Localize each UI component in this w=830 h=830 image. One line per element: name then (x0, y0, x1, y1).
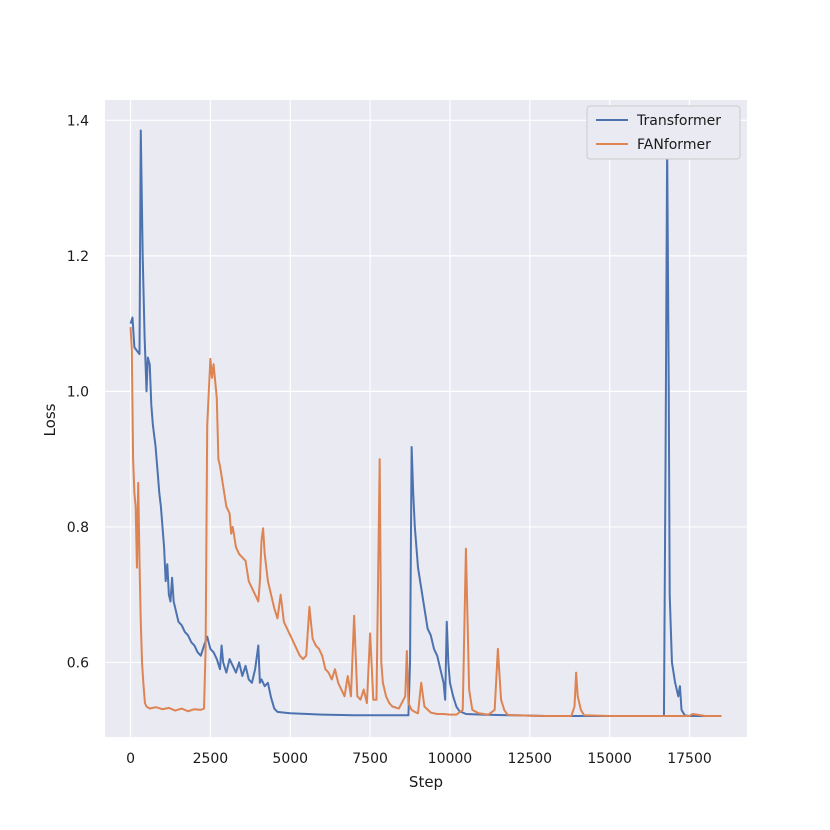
x-axis-label: Step (409, 773, 443, 791)
y-tick-label: 1.4 (67, 113, 89, 129)
x-tick-label: 7500 (352, 751, 388, 767)
grid-lines (105, 100, 747, 737)
x-tick-label: 0 (126, 751, 135, 767)
legend-label-transformer: Transformer (636, 113, 721, 129)
x-tick-label: 10000 (428, 751, 473, 767)
series-lines (129, 129, 722, 717)
legend-label-fanformer: FANformer (637, 137, 711, 153)
legend: Transformer FANformer (586, 105, 741, 160)
x-tick-label: 15000 (587, 751, 632, 767)
y-tick-label: 1.2 (67, 249, 89, 265)
series-line-fanformer (129, 326, 722, 717)
x-tick-label: 12500 (508, 751, 553, 767)
x-tick-label: 5000 (272, 751, 308, 767)
y-axis-label: Loss (41, 403, 59, 436)
y-tick-label: 0.6 (67, 655, 89, 671)
plot-area (105, 100, 747, 737)
y-tick-label: 1.0 (67, 384, 89, 400)
x-tick-label: 2500 (193, 751, 229, 767)
y-tick-label: 0.8 (67, 520, 89, 536)
x-tick-label: 17500 (667, 751, 712, 767)
tick-labels: 0 2500 5000 7500 10000 12500 15000 17500 0.6 0.8 1… (67, 113, 712, 767)
